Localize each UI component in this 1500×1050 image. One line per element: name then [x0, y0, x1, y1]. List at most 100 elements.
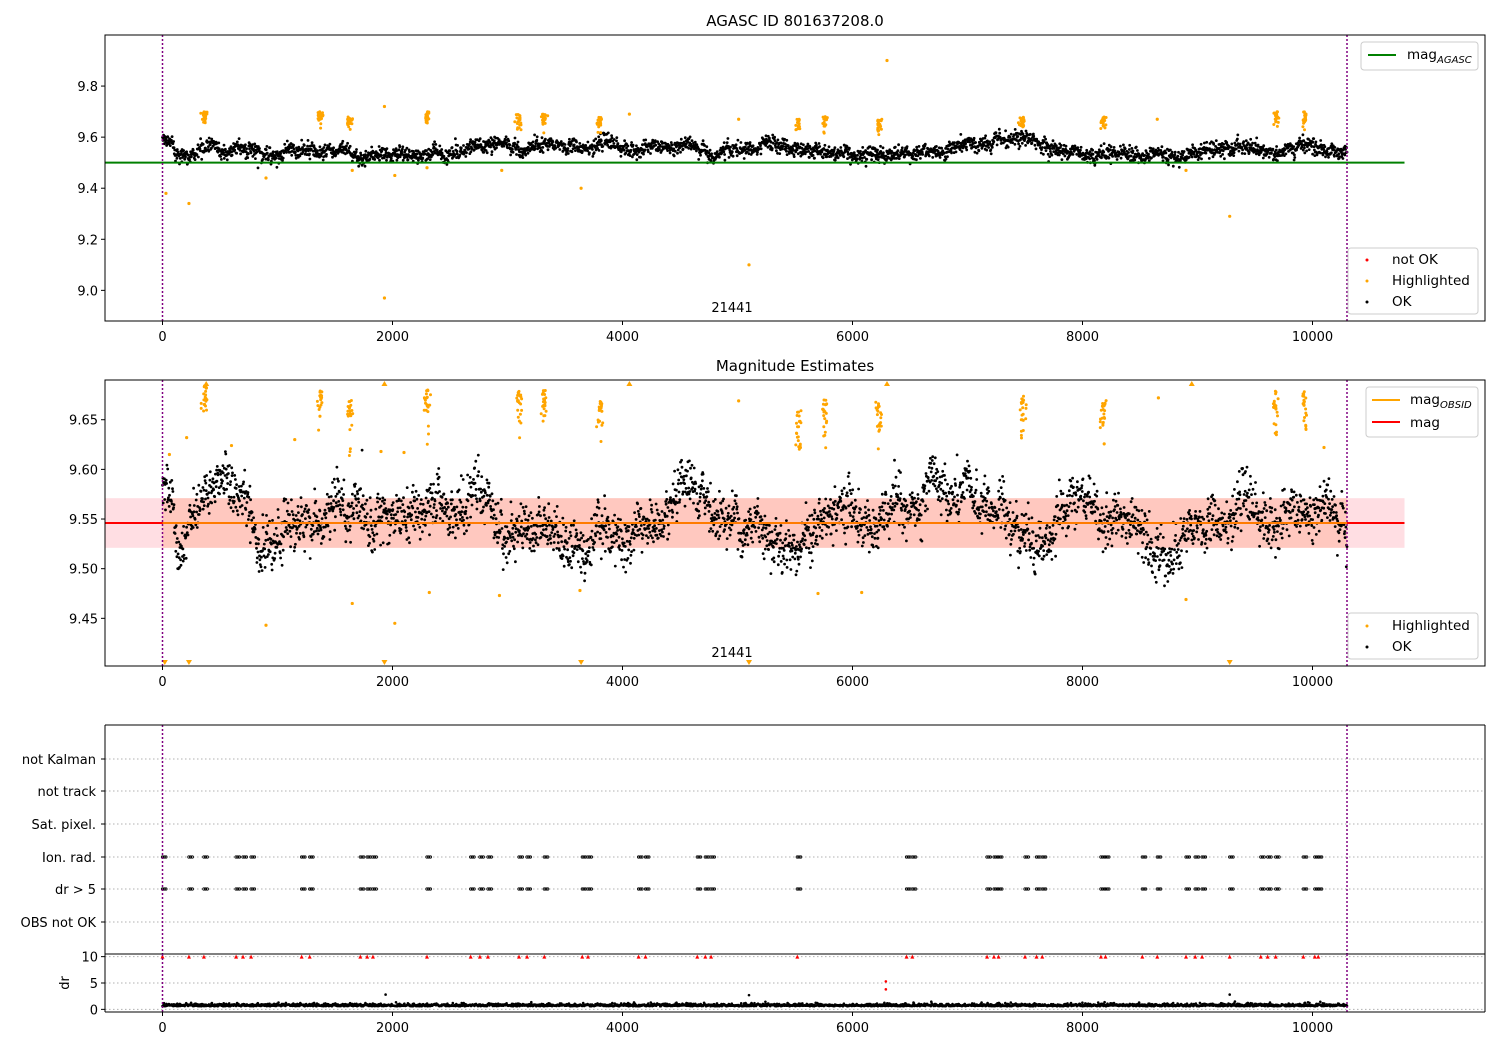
ok-point [224, 147, 227, 151]
ok-point [784, 147, 788, 150]
ok-point [198, 507, 202, 511]
ok-point [164, 508, 167, 512]
ok-point [255, 561, 259, 564]
ok-point [1293, 156, 1297, 159]
ok-point [404, 526, 408, 529]
highlighted-point [201, 111, 205, 115]
ok-point [229, 480, 233, 483]
ok-point [342, 478, 346, 482]
ok-point [1318, 151, 1322, 155]
ok-point [1274, 148, 1278, 152]
ok-point [1275, 145, 1278, 148]
ok-point [807, 150, 810, 153]
ok-point [513, 141, 516, 145]
ok-point [399, 531, 402, 535]
ok-point [1064, 144, 1068, 148]
ok-point [597, 149, 601, 152]
ok-point [191, 526, 195, 529]
ok-point [351, 511, 355, 515]
ok-point [337, 500, 341, 503]
ok-point [1314, 140, 1318, 144]
ok-point [335, 492, 339, 496]
ok-point [273, 551, 277, 555]
ok-point [1325, 150, 1329, 154]
ok-point [511, 150, 515, 154]
ok-point [267, 553, 270, 556]
ok-point [1099, 144, 1103, 148]
ok-point [1059, 144, 1063, 147]
ok-point [374, 524, 377, 528]
ok-point [251, 143, 254, 147]
ok-point [242, 496, 246, 500]
ok-point [182, 553, 186, 557]
ok-point [773, 139, 777, 143]
ok-point [781, 145, 785, 148]
ok-point [489, 145, 492, 149]
ok-point [179, 558, 183, 562]
ok-point [440, 151, 444, 155]
ok-point [409, 518, 413, 522]
ok-point [261, 513, 265, 517]
ok-point [504, 138, 508, 142]
ok-point [490, 150, 494, 154]
ok-point [512, 544, 515, 548]
highlighted-outlier [737, 117, 741, 121]
ok-point [554, 524, 558, 528]
ok-point [405, 146, 409, 150]
ok-point [235, 140, 239, 144]
ok-point [785, 138, 789, 142]
ok-point [893, 145, 897, 149]
legend-not-ok-marker [1365, 258, 1369, 262]
ok-point [516, 145, 520, 149]
ok-point [496, 541, 499, 545]
highlighted-point [797, 119, 801, 123]
ok-point [628, 542, 632, 546]
ok-point [931, 156, 935, 159]
ok-point [1243, 152, 1247, 156]
ok-point [380, 149, 384, 153]
ok-point [656, 140, 659, 144]
ok-point [207, 502, 210, 506]
ok-point [172, 146, 176, 150]
ok-point [368, 496, 372, 500]
ok-point [511, 526, 515, 530]
ok-point [414, 489, 418, 493]
ok-point [480, 475, 484, 478]
ok-point [359, 519, 363, 523]
highlighted-point [1272, 123, 1276, 126]
ok-point [690, 139, 694, 143]
ok-point [562, 545, 566, 549]
ok-point [1046, 152, 1050, 156]
ok-point [232, 500, 236, 503]
ok-point [631, 155, 634, 159]
ok-point [368, 541, 371, 545]
ok-point [708, 148, 712, 152]
ok-point [438, 490, 441, 493]
ok-point [806, 142, 810, 146]
ok-point [166, 135, 170, 139]
ok-point [420, 512, 424, 516]
ok-point [1292, 158, 1296, 162]
ok-point [796, 152, 800, 156]
ok-point [347, 515, 351, 519]
ok-point [256, 550, 260, 554]
ok-point [915, 158, 918, 162]
ok-point [219, 155, 223, 158]
ok-point [300, 138, 304, 142]
ok-point [1200, 151, 1204, 155]
ok-point [353, 485, 357, 488]
ok-point [680, 458, 683, 462]
highlighted-point [543, 113, 547, 117]
ok-point [682, 478, 686, 481]
ok-point [393, 529, 397, 533]
ok-point [169, 510, 173, 514]
ok-point [360, 448, 364, 452]
ok-point [285, 528, 289, 532]
ok-point [897, 143, 900, 147]
highlighted-point [877, 133, 881, 137]
ok-point [489, 136, 493, 140]
ok-point [505, 143, 509, 147]
ok-point [671, 482, 675, 486]
ok-point [564, 153, 568, 156]
ok-point [252, 516, 256, 520]
